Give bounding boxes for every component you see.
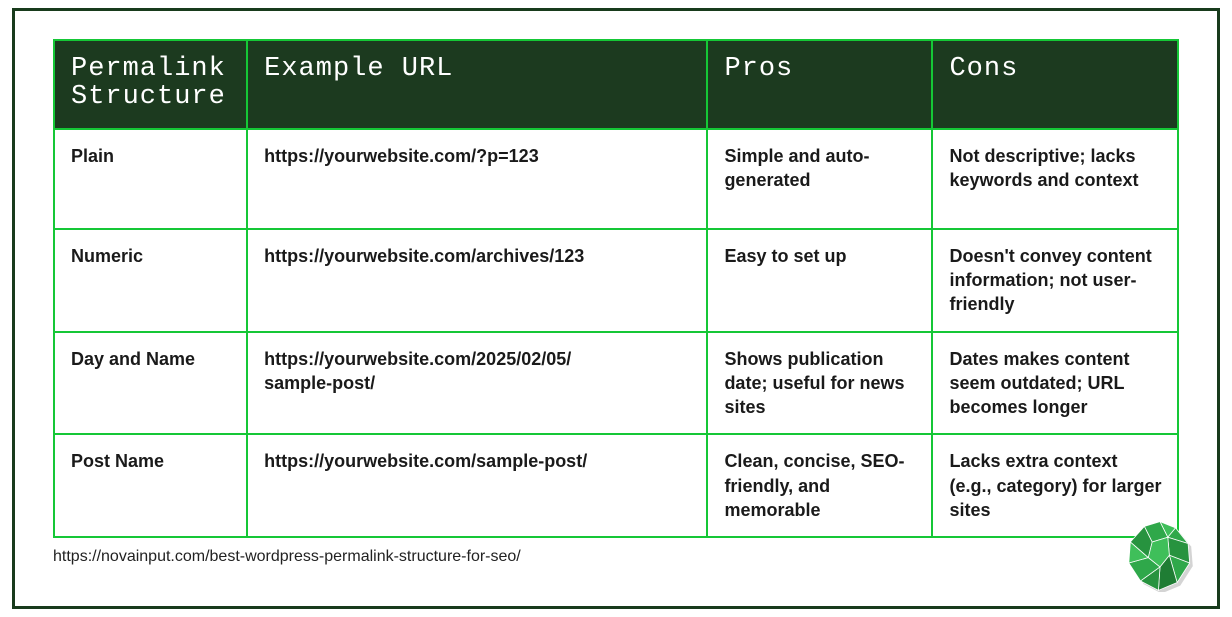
table-row: Post Name https://yourwebsite.com/sample… (54, 434, 1178, 537)
header-cons: Cons (932, 40, 1178, 129)
cell-example: https://yourwebsite.com/?p=123 (247, 129, 707, 229)
header-pros: Pros (707, 40, 932, 129)
cell-structure: Numeric (54, 229, 247, 332)
header-structure: PermalinkStructure (54, 40, 247, 129)
cell-cons: Doesn't convey content information; not … (932, 229, 1178, 332)
cell-cons: Dates makes content seem outdated; URL b… (932, 332, 1178, 435)
table-row: Numeric https://yourwebsite.com/archives… (54, 229, 1178, 332)
cell-pros: Easy to set up (707, 229, 932, 332)
cell-pros: Shows publication date; useful for news … (707, 332, 932, 435)
table-row: Plain https://yourwebsite.com/?p=123 Sim… (54, 129, 1178, 229)
cell-structure: Day and Name (54, 332, 247, 435)
brand-logo-icon (1121, 520, 1199, 592)
table-header-row: PermalinkStructure Example URL Pros Cons (54, 40, 1178, 129)
cell-example: https://yourwebsite.com/sample-post/ (247, 434, 707, 537)
cell-example: https://yourwebsite.com/archives/123 (247, 229, 707, 332)
table-frame: PermalinkStructure Example URL Pros Cons… (12, 8, 1220, 609)
cell-structure: Post Name (54, 434, 247, 537)
cell-cons: Not descriptive; lacks keywords and cont… (932, 129, 1178, 229)
source-url: https://novainput.com/best-wordpress-per… (53, 548, 1179, 566)
cell-structure: Plain (54, 129, 247, 229)
cell-pros: Clean, concise, SEO-friendly, and memora… (707, 434, 932, 537)
table-row: Day and Name https://yourwebsite.com/202… (54, 332, 1178, 435)
cell-pros: Simple and auto-generated (707, 129, 932, 229)
permalink-table: PermalinkStructure Example URL Pros Cons… (53, 39, 1179, 538)
header-example: Example URL (247, 40, 707, 129)
cell-example: https://yourwebsite.com/2025/02/05/sampl… (247, 332, 707, 435)
